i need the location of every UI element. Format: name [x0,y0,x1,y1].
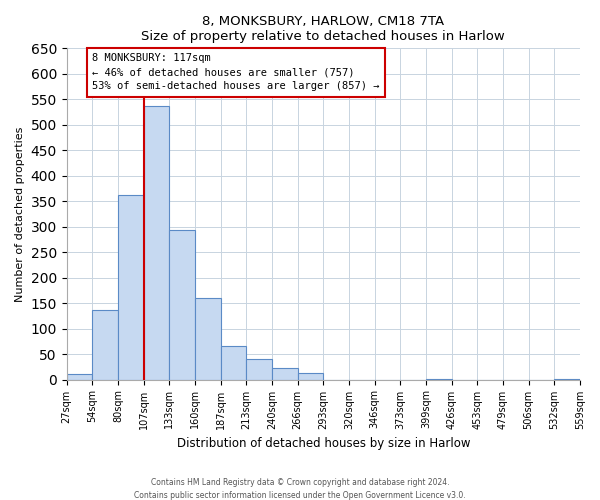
Bar [67,374,92,380]
Title: 8, MONKSBURY, HARLOW, CM18 7TA
Size of property relative to detached houses in H: 8, MONKSBURY, HARLOW, CM18 7TA Size of p… [142,15,505,43]
Bar [195,298,221,380]
Bar [298,373,323,380]
Text: Contains HM Land Registry data © Crown copyright and database right 2024.
Contai: Contains HM Land Registry data © Crown c… [134,478,466,500]
Bar [169,230,195,380]
Bar [118,194,143,380]
Bar [221,346,247,380]
Bar [143,106,169,380]
Bar [92,310,118,380]
Bar [247,359,272,380]
Bar [272,368,298,380]
Text: 8 MONKSBURY: 117sqm
← 46% of detached houses are smaller (757)
53% of semi-detac: 8 MONKSBURY: 117sqm ← 46% of detached ho… [92,54,380,92]
X-axis label: Distribution of detached houses by size in Harlow: Distribution of detached houses by size … [176,437,470,450]
Y-axis label: Number of detached properties: Number of detached properties [15,126,25,302]
Bar [554,378,580,380]
Bar [426,378,452,380]
